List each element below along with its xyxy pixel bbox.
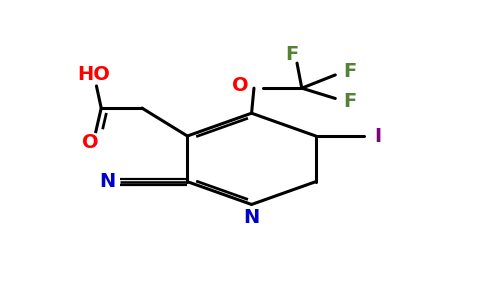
Text: N: N (243, 208, 260, 227)
Text: I: I (375, 127, 381, 146)
Text: O: O (232, 76, 249, 95)
Text: F: F (343, 92, 356, 111)
Text: N: N (99, 172, 115, 191)
Text: F: F (343, 62, 356, 81)
Text: F: F (286, 45, 299, 64)
Text: HO: HO (77, 65, 110, 84)
Text: O: O (82, 133, 99, 152)
